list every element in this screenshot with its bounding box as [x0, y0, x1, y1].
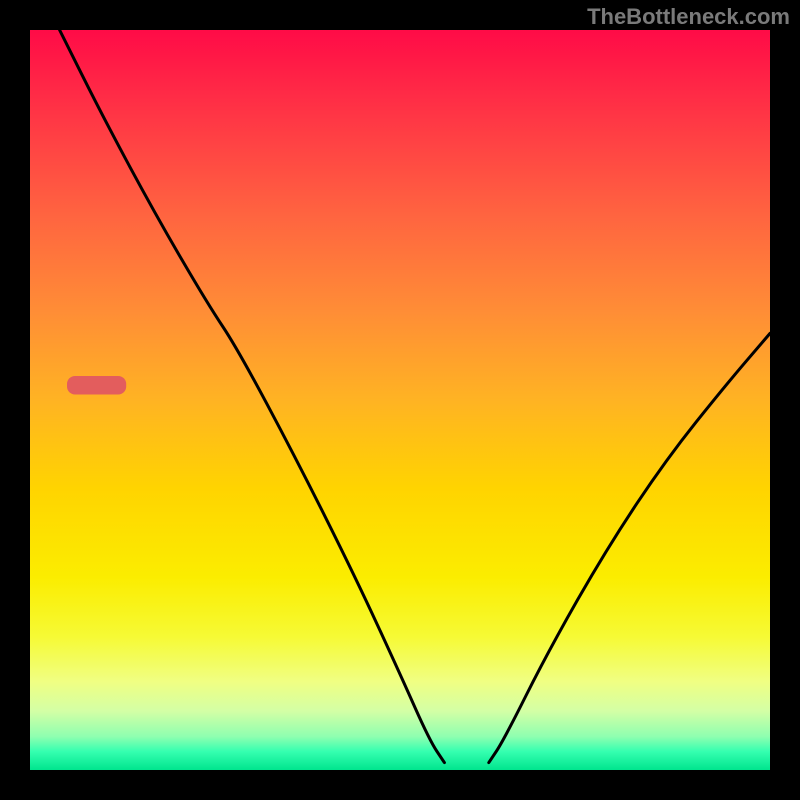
plot-area [30, 30, 770, 770]
watermark-text: TheBottleneck.com [587, 4, 790, 30]
chart-container: TheBottleneck.com [0, 0, 800, 800]
gradient-background [30, 30, 770, 770]
